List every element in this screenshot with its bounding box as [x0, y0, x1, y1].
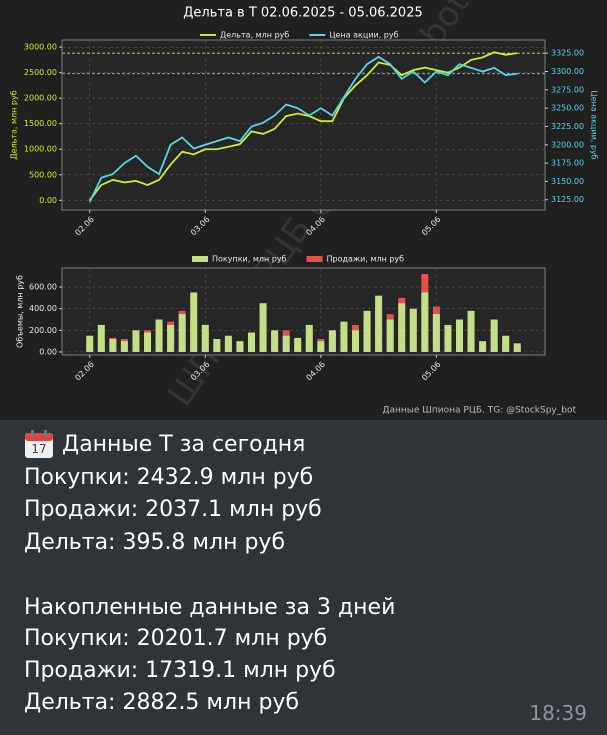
bar — [236, 341, 244, 352]
y2-tick-label: 3225.00 — [551, 122, 584, 131]
bar — [328, 330, 336, 352]
bar — [271, 330, 279, 352]
bar — [398, 303, 406, 352]
plot-area — [61, 267, 546, 356]
bar — [109, 338, 117, 352]
bar — [375, 295, 383, 352]
y-tick-label: 0.00 — [39, 347, 57, 356]
bar — [351, 330, 359, 352]
bar — [97, 324, 105, 352]
bar — [467, 310, 475, 352]
bar — [213, 338, 221, 352]
bar — [144, 332, 152, 352]
legend-label: Цена акции, руб — [329, 31, 398, 40]
line-series — [89, 51, 518, 201]
bar — [86, 335, 94, 352]
legend-swatch — [192, 256, 208, 262]
legend-label: Покупки, млн руб — [212, 255, 287, 264]
legend-label: Дельта, млн руб — [220, 31, 289, 40]
svg-text:17: 17 — [31, 442, 46, 456]
bar — [201, 324, 209, 352]
y-axis-label: Объемы, млн руб — [16, 275, 25, 348]
y-tick-label: 400.00 — [29, 304, 57, 313]
message-line: Дельта: 395.8 млн руб — [24, 530, 286, 555]
bar — [490, 319, 498, 352]
message-line: Продажи: 2037.1 млн руб — [24, 497, 322, 522]
y-tick-label: 500.00 — [29, 170, 57, 179]
bar — [224, 335, 232, 352]
y-tick-label: 2000.00 — [24, 94, 57, 103]
chart-image[interactable]: ШПИОН РЦБ @StockSpy_botДельта в Т 02.06.… — [0, 0, 607, 420]
bar — [386, 319, 394, 352]
message-line: Данные Т за сегодня — [62, 432, 306, 457]
bar — [455, 319, 463, 352]
y-tick-label: 1000.00 — [24, 145, 57, 154]
bar — [305, 324, 313, 352]
bar — [282, 335, 290, 352]
bar — [120, 341, 128, 352]
y-tick-label: 2500.00 — [24, 68, 57, 77]
y-tick-label: 600.00 — [29, 283, 57, 292]
bar — [363, 310, 371, 352]
chart-annotation: Данные Шпиона РЦБ. TG: @StockSpy_bot — [382, 406, 576, 416]
bar — [167, 324, 175, 352]
legend-swatch — [306, 256, 323, 262]
bar — [479, 341, 487, 352]
message-line: Покупки: 2432.9 млн руб — [24, 465, 314, 490]
message-line: Продажи: 17319.1 млн руб — [24, 658, 336, 683]
y-axis-label: Дельта, млн руб — [10, 90, 19, 159]
y-tick-label: 200.00 — [29, 326, 57, 335]
bar — [132, 330, 140, 352]
bar — [502, 335, 510, 352]
message-line: Дельта: 2882.5 млн руб — [24, 690, 300, 715]
y2-axis-label: Цена акции, руб — [590, 90, 599, 159]
y2-tick-label: 3175.00 — [551, 159, 584, 168]
y2-tick-label: 3275.00 — [551, 85, 584, 94]
bar — [178, 314, 186, 352]
legend-label: Продажи, млн руб — [327, 255, 405, 264]
y-tick-label: 1500.00 — [24, 119, 57, 128]
calendar-icon: 17 — [25, 430, 53, 458]
y2-tick-label: 3300.00 — [551, 67, 584, 76]
y2-tick-label: 3150.00 — [551, 177, 584, 186]
y2-tick-label: 3325.00 — [551, 49, 584, 58]
message-line: Накопленные данные за 3 дней — [24, 595, 396, 620]
chart-title: Дельта в Т 02.06.2025 - 05.06.2025 — [183, 6, 422, 21]
bar — [248, 332, 256, 352]
bar — [190, 292, 198, 352]
message-line: Покупки: 20201.7 млн руб — [24, 626, 328, 651]
plot-area — [61, 39, 546, 211]
bar — [513, 343, 521, 352]
bar — [340, 321, 348, 352]
bar — [259, 303, 267, 352]
bar — [317, 341, 325, 352]
message-text: 17 Данные Т за сегодня Покупки: 2432.9 мл… — [0, 420, 607, 735]
y2-tick-label: 3250.00 — [551, 104, 584, 113]
y2-tick-label: 3125.00 — [551, 195, 584, 204]
bar — [444, 324, 452, 352]
bar — [432, 314, 440, 352]
bar — [421, 292, 429, 352]
y-tick-label: 0.00 — [39, 196, 57, 205]
bar — [155, 319, 163, 352]
bar — [294, 337, 302, 352]
y2-tick-label: 3200.00 — [551, 140, 584, 149]
message-time: 18:39 — [529, 701, 587, 725]
line-series — [88, 55, 518, 203]
y-tick-label: 3000.00 — [24, 43, 57, 52]
bar — [409, 308, 417, 352]
